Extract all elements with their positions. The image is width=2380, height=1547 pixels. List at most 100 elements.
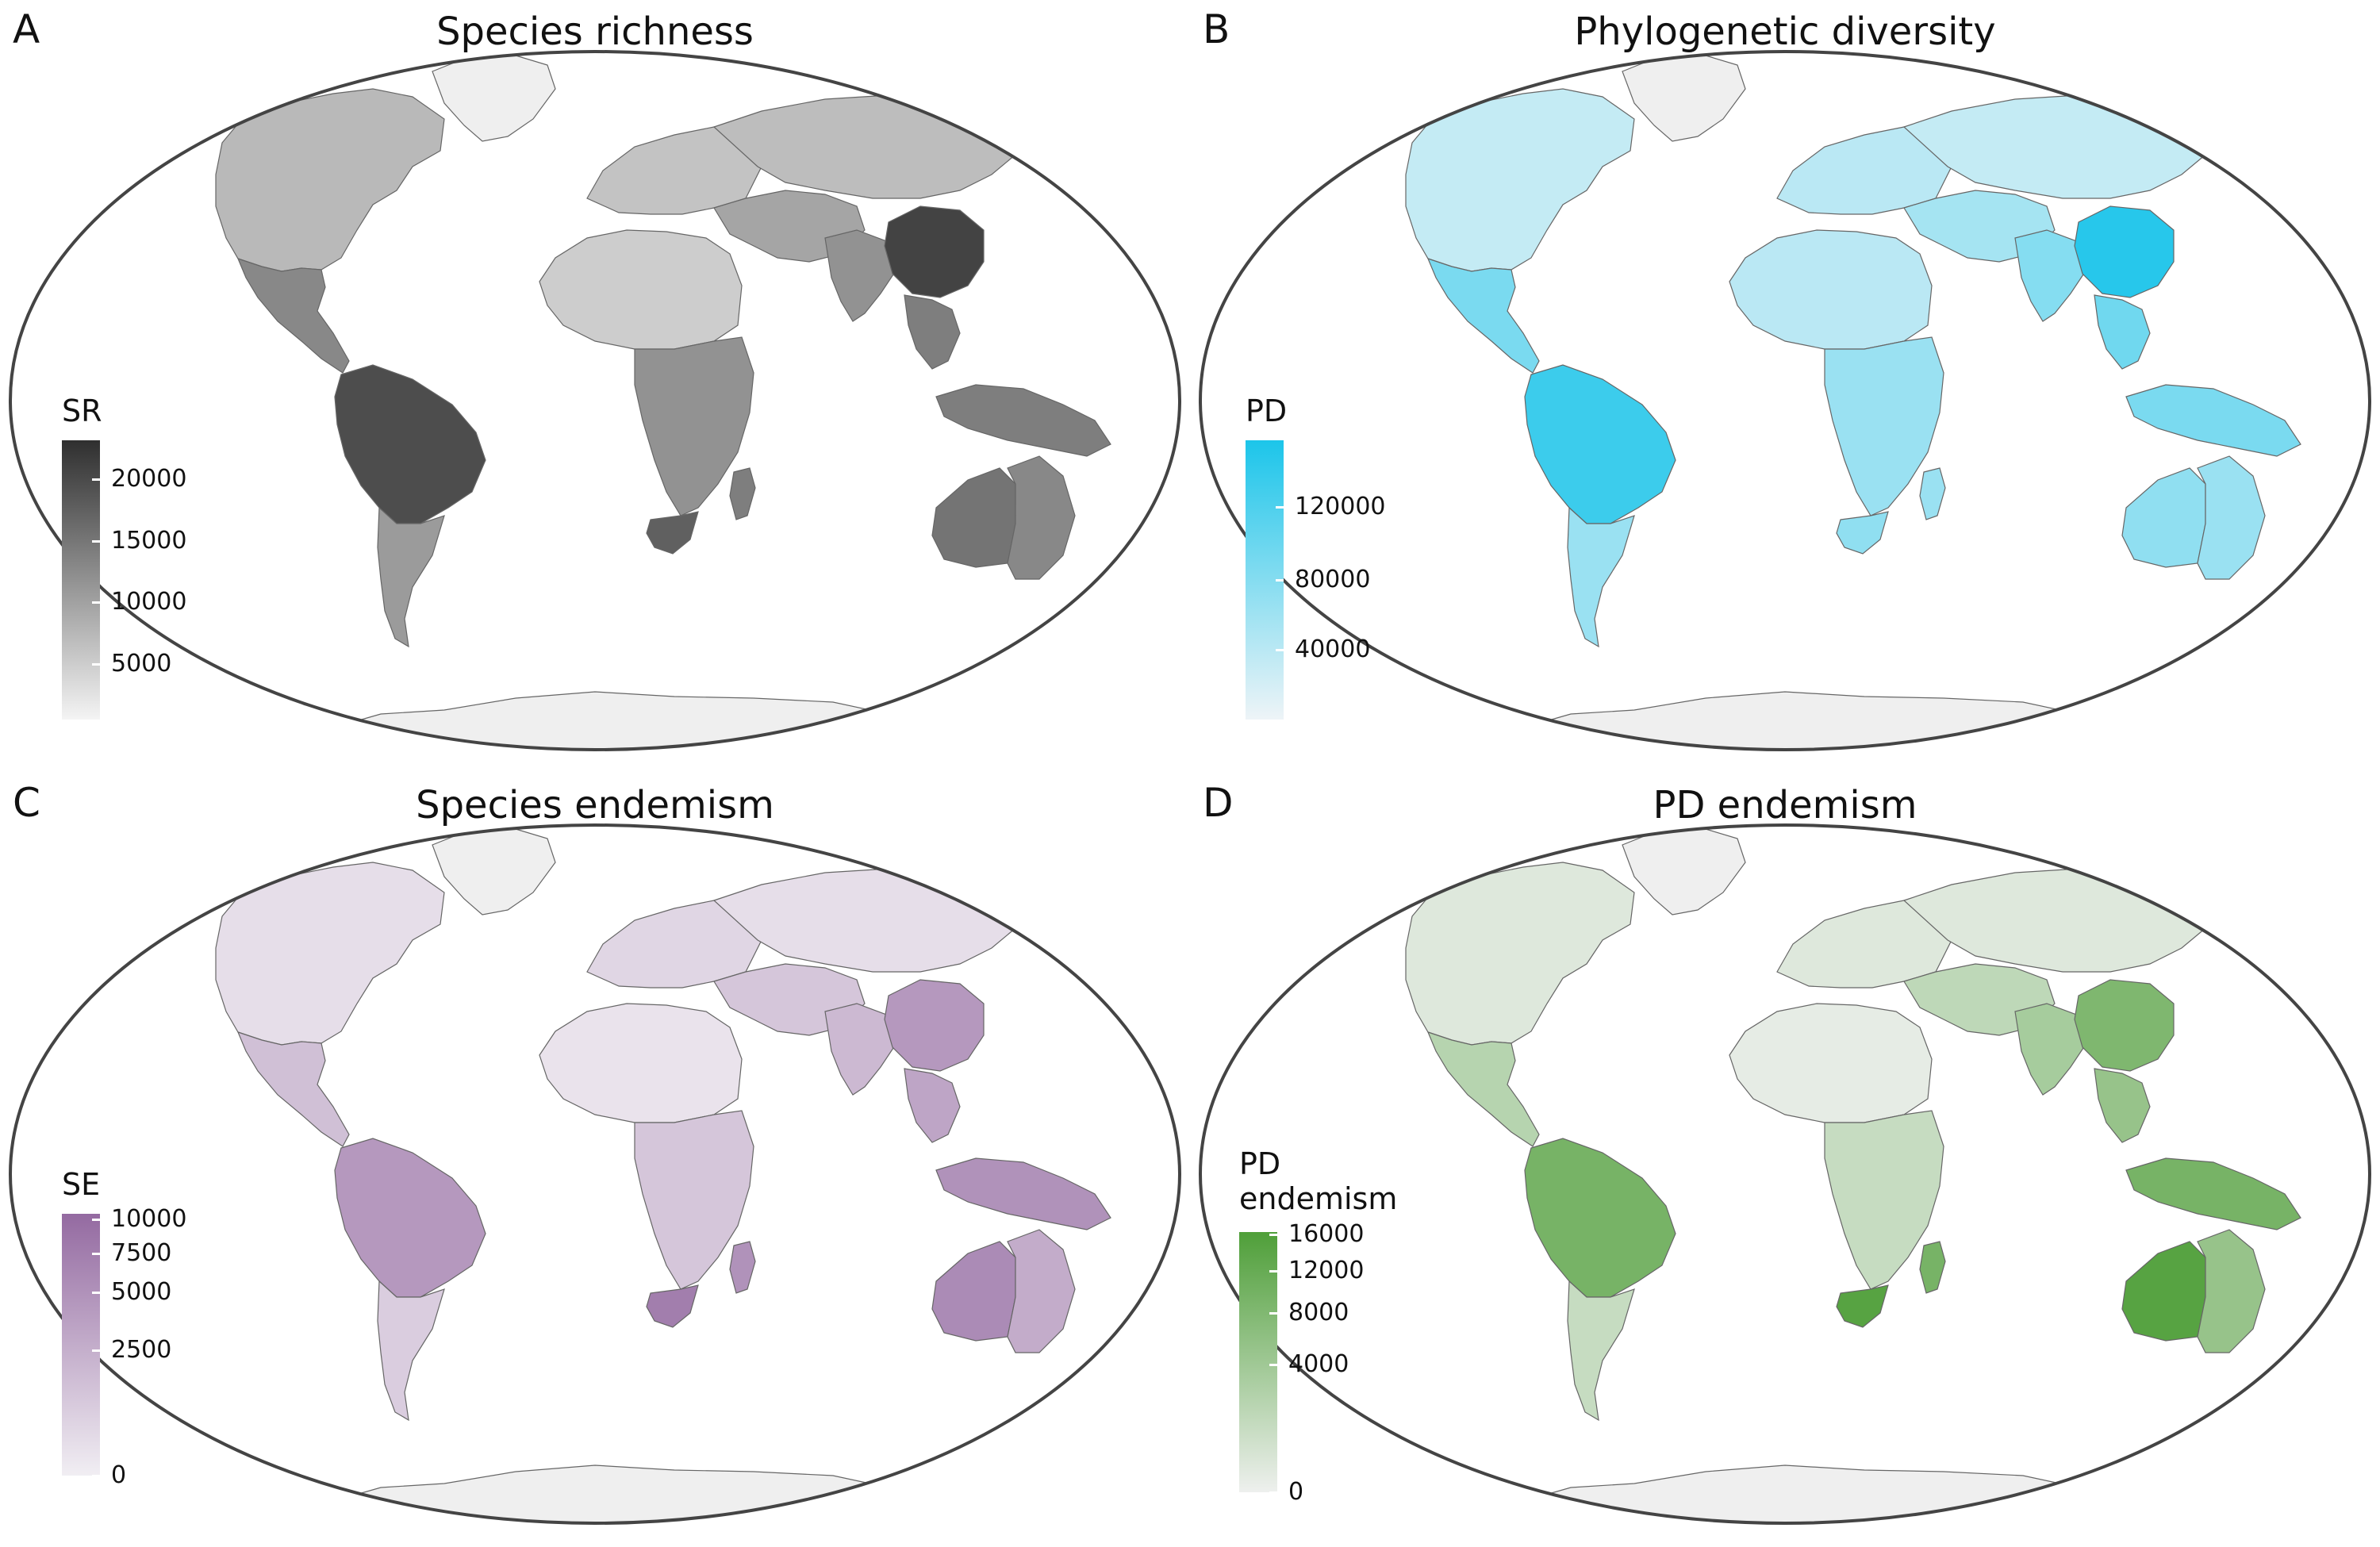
region-south-africa [646, 511, 699, 555]
panel-species-endemism: C Species endemism SE 10000 7500 5000 2500 0 [0, 774, 1190, 1547]
legend-title: PD endemism [1239, 1146, 1398, 1216]
region-greenland [432, 55, 556, 142]
region-north-africa [1729, 229, 1933, 350]
region-amazon [1524, 1138, 1676, 1298]
region-mexico [1426, 1031, 1540, 1147]
legend-title: PD [1246, 393, 1288, 428]
region-mexico [236, 1031, 350, 1147]
region-china [884, 979, 985, 1072]
region-australia-west [2121, 467, 2206, 568]
region-antarctica [324, 1464, 905, 1523]
legend-tick [92, 539, 100, 543]
legend-tick-label: 80000 [1295, 566, 1371, 593]
panel-label: C [13, 780, 40, 826]
region-greenland [1622, 55, 1746, 142]
world-map [9, 823, 1181, 1525]
region-mexico [236, 258, 350, 374]
region-central-africa [634, 336, 754, 516]
legend-colorbar [62, 440, 100, 720]
legend-tick-label: 5000 [111, 649, 172, 678]
region-australia-east [2197, 455, 2266, 580]
land-regions [1405, 828, 2301, 1523]
region-southeast-asia [904, 1068, 961, 1143]
legend-title: SR [62, 393, 102, 428]
legend-tick [1269, 1311, 1277, 1315]
region-greenland [432, 828, 556, 916]
legend-tick [92, 1349, 100, 1352]
legend-tick [1276, 579, 1284, 582]
panel-title: Species richness [436, 10, 754, 54]
region-south-africa [1836, 511, 1889, 555]
legend-tick [1269, 1491, 1277, 1494]
region-antarctica [1514, 691, 2095, 750]
region-south-america-south [377, 506, 445, 648]
region-australia-west [2121, 1241, 2206, 1342]
region-madagascar [729, 1241, 756, 1294]
map-outline [9, 50, 1181, 751]
region-north-africa [539, 229, 743, 350]
legend-colorbar [62, 1214, 100, 1476]
world-map [1199, 823, 2371, 1525]
legend-tick [92, 1475, 100, 1477]
legend-tick [1269, 1234, 1277, 1237]
legend-tick [1276, 649, 1284, 651]
panel-label: D [1203, 780, 1234, 826]
region-china [2074, 979, 2175, 1072]
region-central-africa [1824, 1110, 1944, 1290]
region-greenland [1622, 828, 1746, 916]
world-map [9, 50, 1181, 751]
region-amazon [334, 364, 486, 524]
legend-tick-label: 40000 [1295, 635, 1371, 663]
legend-tick [92, 662, 100, 666]
region-north-america [215, 862, 445, 1046]
region-madagascar [729, 467, 756, 520]
legend-tick-label: 16000 [1288, 1220, 1365, 1249]
legend-title: SE [62, 1167, 101, 1202]
legend-tick [92, 1218, 100, 1221]
world-map [1199, 50, 2371, 751]
region-southeast-asia [2094, 1068, 2151, 1143]
legend-tick [1269, 1364, 1277, 1367]
map-outline [9, 823, 1181, 1525]
region-south-america-south [1567, 1280, 1635, 1422]
legend-tick-label: 4000 [1288, 1350, 1349, 1379]
legend-tick-label: 12000 [1288, 1257, 1365, 1285]
region-north-africa [1729, 1003, 1933, 1123]
legend-tick-label: 20000 [111, 465, 187, 493]
legend-tick [92, 478, 100, 482]
region-australia-east [1007, 455, 1076, 580]
legend-tick [92, 1252, 100, 1255]
map-outline [1199, 50, 2371, 751]
land-regions [215, 828, 1111, 1523]
region-amazon [1524, 364, 1676, 524]
region-mexico [1426, 258, 1540, 374]
region-indonesia [935, 384, 1111, 457]
region-north-america [1405, 88, 1635, 272]
legend-tick [1276, 506, 1284, 509]
region-central-africa [634, 1110, 754, 1290]
region-south-america-south [377, 1280, 445, 1422]
region-india [2014, 229, 2087, 322]
region-australia-west [931, 467, 1016, 568]
panel-pd-endemism: D PD endemism PD endemism 16000 12000 8000… [1190, 774, 2380, 1547]
legend-tick-label: 8000 [1288, 1298, 1349, 1326]
legend-tick-label: 5000 [111, 1278, 172, 1306]
legend-tick-label: 0 [111, 1461, 127, 1489]
region-australia-west [931, 1241, 1016, 1342]
region-indonesia [2125, 384, 2301, 457]
region-north-asia [1902, 868, 2214, 973]
region-central-africa [1824, 336, 1944, 516]
region-india [824, 1003, 897, 1096]
region-indonesia [2125, 1157, 2301, 1230]
legend-tick-label: 7500 [111, 1238, 172, 1267]
region-south-america-south [1567, 506, 1635, 648]
legend-tick [92, 601, 100, 605]
legend-tick-label: 15000 [111, 526, 187, 555]
legend-tick [1269, 1270, 1277, 1273]
region-australia-east [2197, 1229, 2266, 1353]
region-china [884, 205, 985, 298]
panel-title: PD endemism [1653, 783, 1917, 827]
region-antarctica [324, 691, 905, 750]
land-regions [1405, 55, 2301, 750]
panel-species-richness: A Species richness SR 20000 15000 10000 500… [0, 0, 1190, 774]
